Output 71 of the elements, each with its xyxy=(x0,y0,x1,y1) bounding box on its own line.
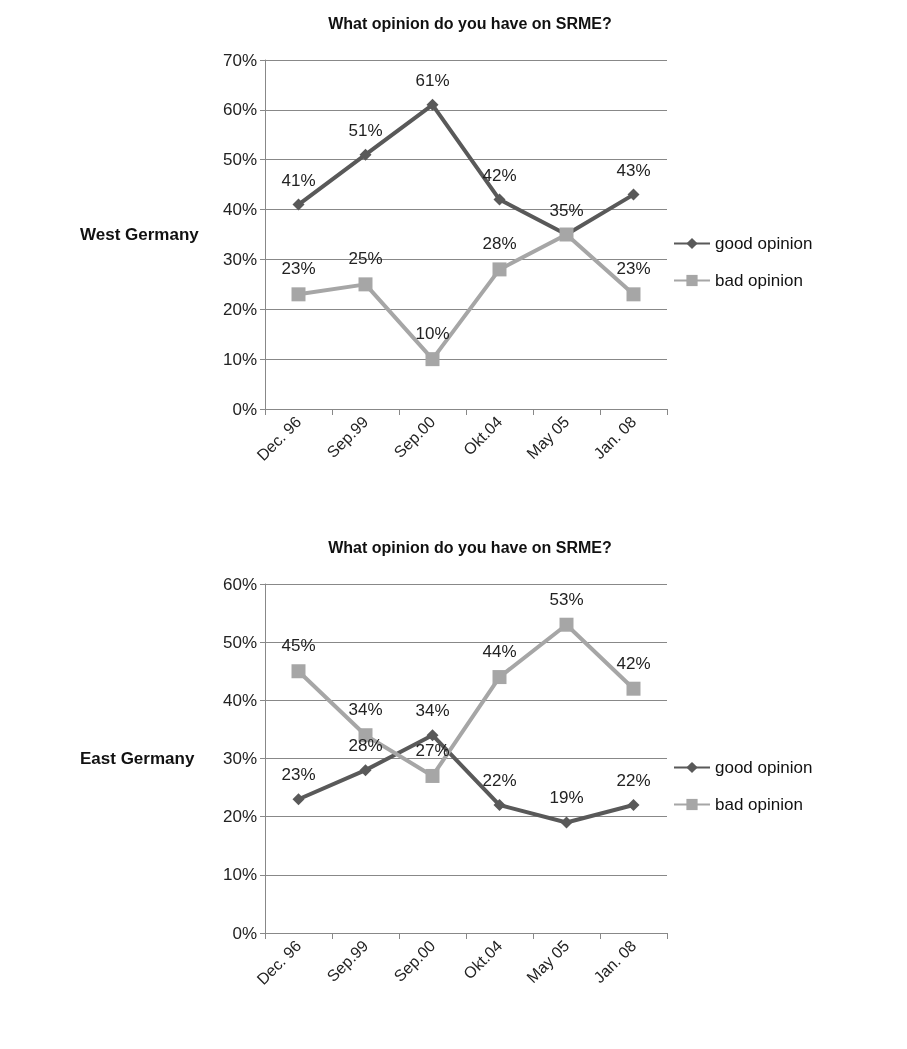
y-axis-title: West Germany xyxy=(80,225,200,244)
data-label: 41% xyxy=(281,170,316,190)
y-tick-label: 40% xyxy=(222,690,257,710)
data-label: 23% xyxy=(616,259,651,279)
point xyxy=(358,277,373,292)
point xyxy=(292,198,305,211)
data-label: 42% xyxy=(482,165,517,185)
point xyxy=(359,764,372,777)
y-tick-label: 60% xyxy=(222,574,257,594)
legend-label: good opinion xyxy=(715,234,813,253)
y-tick-label: 40% xyxy=(222,200,257,220)
y-tick-label: 10% xyxy=(222,865,257,885)
point xyxy=(492,670,507,685)
point xyxy=(626,681,641,696)
y-axis-title: East Germany xyxy=(80,749,195,768)
data-label: 19% xyxy=(549,788,584,808)
legend-label: bad opinion xyxy=(715,795,803,814)
point xyxy=(359,148,372,161)
point xyxy=(425,352,440,367)
data-label: 28% xyxy=(482,234,517,254)
data-label: 53% xyxy=(549,589,584,609)
point xyxy=(292,793,305,806)
chart-title: What opinion do you have on SRME? xyxy=(328,538,612,556)
x-tick-label: May 05 xyxy=(523,412,573,463)
y-tick-label: 50% xyxy=(222,150,257,170)
y-tick-label: 0% xyxy=(232,923,257,943)
point xyxy=(626,287,641,302)
y-tick-label: 20% xyxy=(222,299,257,319)
point xyxy=(493,193,506,206)
data-label: 45% xyxy=(281,636,316,656)
point xyxy=(492,262,507,277)
y-tick-label: 60% xyxy=(222,100,257,120)
y-tick-label: 0% xyxy=(232,399,257,419)
data-label: 25% xyxy=(348,249,383,269)
data-label: 22% xyxy=(482,771,517,791)
data-label: 44% xyxy=(482,642,517,662)
data-label: 43% xyxy=(616,160,651,180)
point xyxy=(426,729,439,742)
legend-label: good opinion xyxy=(715,758,813,777)
data-label: 34% xyxy=(415,701,450,721)
data-label: 61% xyxy=(415,70,450,90)
point xyxy=(291,664,306,679)
point xyxy=(426,98,439,111)
data-label: 10% xyxy=(415,324,450,344)
point xyxy=(559,617,574,632)
data-label: 22% xyxy=(616,771,651,791)
point xyxy=(627,799,640,812)
data-label: 42% xyxy=(616,653,651,673)
data-label: 23% xyxy=(281,765,316,785)
point xyxy=(291,287,306,302)
data-label: 35% xyxy=(549,200,584,220)
x-tick-label: May 05 xyxy=(523,936,573,987)
data-label: 51% xyxy=(348,120,383,140)
data-label: 23% xyxy=(281,259,316,279)
y-tick-label: 20% xyxy=(222,807,257,827)
data-label: 27% xyxy=(415,740,450,760)
y-tick-label: 30% xyxy=(222,249,257,269)
y-tick-label: 50% xyxy=(222,632,257,652)
y-tick-label: 70% xyxy=(222,50,257,70)
data-label: 34% xyxy=(348,700,383,720)
point xyxy=(493,799,506,812)
legend-label: bad opinion xyxy=(715,271,803,290)
x-tick-label: Jan. 08 xyxy=(590,412,640,463)
y-tick-label: 30% xyxy=(222,749,257,768)
x-tick-label: Jan. 08 xyxy=(590,936,640,987)
point xyxy=(627,188,640,201)
chart-title: What opinion do you have on SRME? xyxy=(328,14,612,32)
y-tick-label: 10% xyxy=(222,349,257,369)
point xyxy=(560,816,573,829)
data-label: 28% xyxy=(348,736,383,756)
point xyxy=(425,768,440,783)
